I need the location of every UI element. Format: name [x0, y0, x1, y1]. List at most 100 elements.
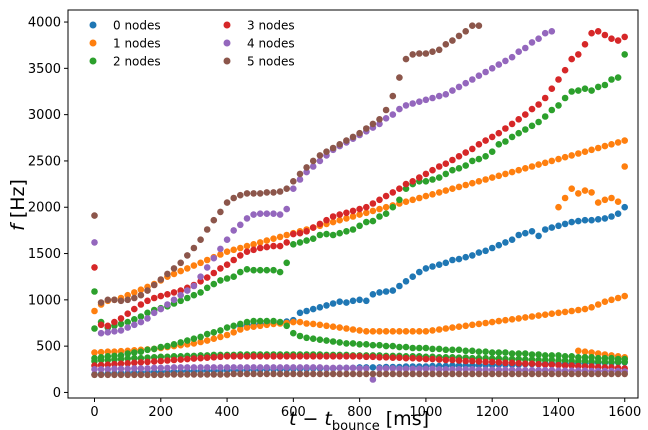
data-points: [91, 22, 628, 383]
data-point: [389, 365, 397, 372]
data-point: [230, 370, 237, 378]
data-point: [575, 357, 582, 365]
data-point: [329, 353, 337, 360]
data-point: [150, 281, 158, 289]
data-point: [482, 348, 489, 356]
data-point: [369, 341, 377, 349]
data-point: [131, 305, 138, 313]
data-point: [223, 371, 231, 378]
data-point: [356, 327, 363, 334]
data-point: [409, 273, 417, 281]
data-point: [422, 50, 430, 57]
y-tick-label: 3000: [28, 108, 61, 123]
data-point: [349, 340, 357, 347]
legend-item: 2 nodes: [89, 55, 161, 69]
data-point: [601, 370, 609, 378]
data-point: [541, 94, 549, 102]
data-point: [548, 361, 556, 369]
data-point: [588, 370, 595, 378]
data-point: [164, 270, 171, 278]
data-point: [502, 349, 509, 356]
data-point: [475, 178, 483, 185]
data-point: [535, 312, 542, 319]
data-point: [409, 354, 417, 362]
data-point: [581, 357, 589, 365]
data-point: [588, 304, 595, 311]
data-point: [263, 210, 271, 217]
data-point: [190, 335, 198, 343]
y-axis-title-unit: [Hz]: [7, 179, 29, 224]
data-point: [237, 353, 244, 360]
data-point: [363, 341, 370, 348]
data-point: [409, 178, 417, 185]
data-point: [283, 231, 291, 239]
data-point: [144, 297, 151, 305]
data-point: [243, 318, 251, 326]
data-point: [522, 229, 529, 237]
data-point: [164, 371, 171, 378]
data-point: [502, 125, 509, 132]
data-point: [449, 356, 456, 364]
data-point: [217, 371, 224, 378]
data-point: [177, 291, 184, 299]
data-point: [356, 211, 363, 218]
data-point: [203, 284, 211, 292]
data-point: [104, 361, 112, 369]
data-point: [435, 46, 443, 54]
data-point: [594, 350, 602, 357]
data-point: [197, 364, 204, 371]
data-point: [382, 115, 390, 122]
data-point: [256, 239, 264, 246]
data-point: [502, 170, 509, 178]
data-point: [203, 226, 211, 233]
data-point: [475, 141, 483, 148]
data-point: [316, 304, 324, 311]
data-point: [369, 200, 377, 207]
data-point: [117, 320, 125, 328]
data-point: [230, 194, 237, 202]
data-point: [376, 213, 383, 220]
legend-label: 5 nodes: [247, 55, 295, 69]
data-point: [329, 323, 337, 331]
data-point: [263, 353, 271, 360]
data-point: [588, 216, 595, 224]
data-point: [515, 231, 522, 239]
data-point: [303, 307, 310, 315]
x-axis-title-sub: bounce: [332, 419, 380, 430]
data-point: [442, 91, 450, 98]
data-point: [309, 335, 317, 343]
data-point: [561, 94, 569, 102]
data-point: [323, 353, 330, 360]
data-point: [396, 74, 403, 81]
data-point: [270, 353, 277, 360]
data-point: [290, 241, 297, 248]
data-point: [515, 116, 522, 123]
data-point: [462, 253, 470, 261]
data-point: [429, 94, 436, 102]
data-point: [356, 205, 363, 213]
data-point: [409, 196, 417, 204]
data-point: [197, 354, 204, 362]
data-point: [137, 365, 145, 372]
data-point: [541, 113, 549, 120]
legend-marker: [223, 21, 231, 29]
data-point: [111, 318, 118, 326]
data-point: [237, 326, 244, 333]
data-point: [594, 144, 602, 152]
data-point: [250, 353, 257, 360]
data-point: [210, 335, 218, 343]
data-point: [396, 343, 403, 351]
data-point: [303, 228, 310, 235]
data-point: [230, 364, 237, 371]
x-tick-label: 1000: [409, 405, 442, 420]
data-point: [601, 196, 609, 204]
data-point: [416, 194, 423, 202]
data-point: [97, 299, 105, 306]
data-point: [588, 189, 595, 196]
data-point: [270, 317, 277, 325]
data-point: [508, 359, 516, 367]
data-point: [309, 320, 317, 328]
data-point: [608, 35, 615, 42]
data-point: [363, 218, 370, 226]
data-point: [376, 196, 383, 204]
